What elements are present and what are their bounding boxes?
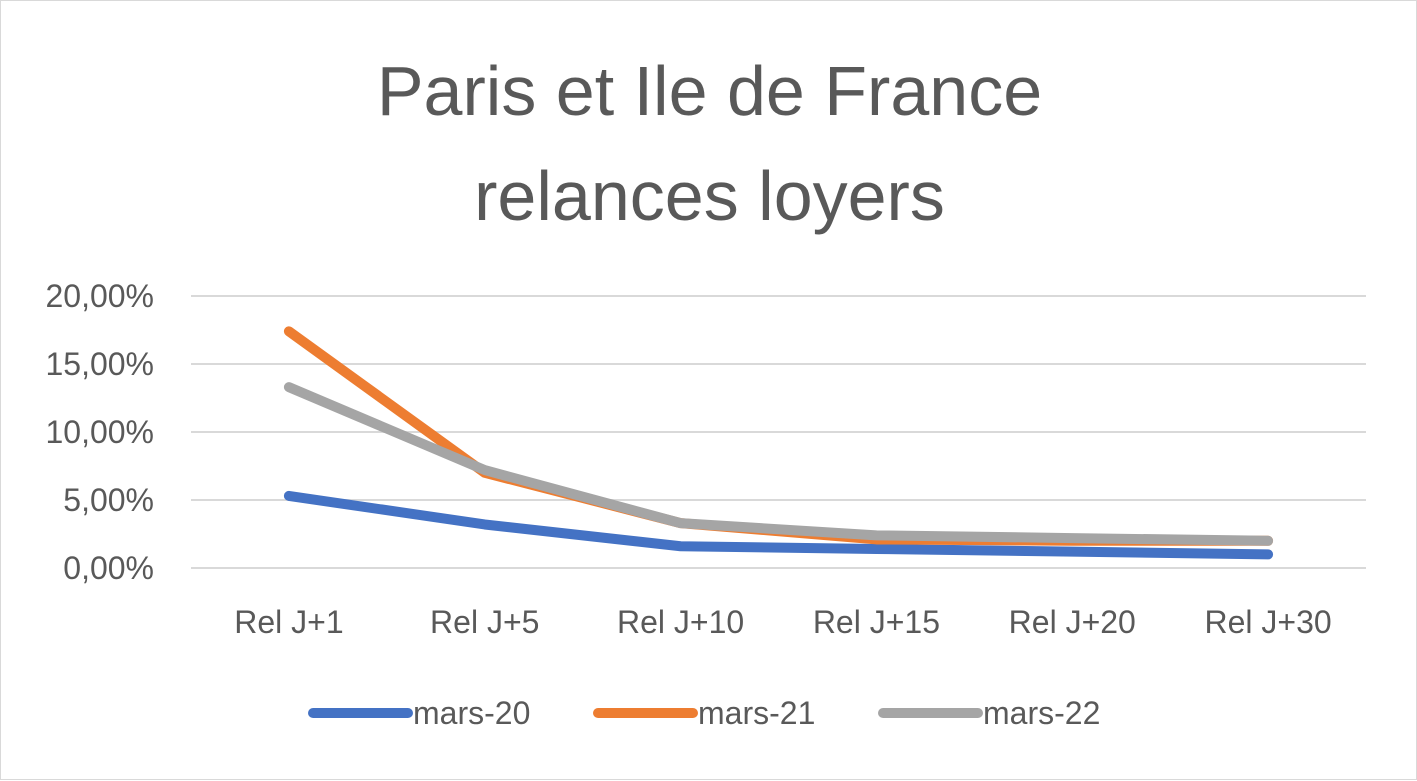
- y-tick-label: 5,00%: [63, 482, 154, 518]
- x-tick-label: Rel J+10: [617, 604, 744, 640]
- series-line-mars-20: [283, 490, 1274, 560]
- y-tick-label: 15,00%: [45, 346, 154, 382]
- legend-label: mars-21: [698, 695, 815, 731]
- legend-label: mars-20: [413, 695, 530, 731]
- y-tick-label: 0,00%: [63, 550, 154, 586]
- x-tick-label: Rel J+30: [1204, 604, 1331, 640]
- chart-title-line-2: relances loyers: [474, 157, 945, 235]
- x-tick-label: Rel J+20: [1009, 604, 1136, 640]
- x-tick-label: Rel J+15: [813, 604, 940, 640]
- x-tick-label: Rel J+1: [234, 604, 343, 640]
- y-tick-label: 20,00%: [45, 278, 154, 314]
- chart-title-line-1: Paris et Ile de France: [376, 52, 1043, 130]
- y-tick-label: 10,00%: [45, 414, 154, 450]
- legend-label: mars-22: [983, 695, 1100, 731]
- series-line-mars-22: [283, 382, 1274, 546]
- series-line-mars-21: [283, 326, 1274, 546]
- x-tick-label: Rel J+5: [430, 604, 539, 640]
